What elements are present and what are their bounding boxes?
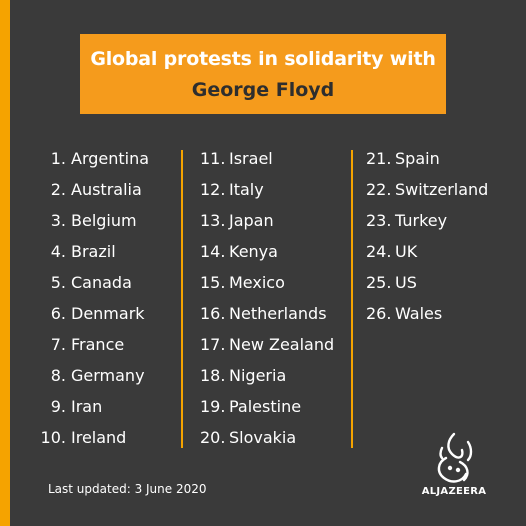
country-name: US xyxy=(395,273,417,292)
country-rank: 4. xyxy=(50,242,66,261)
country-list-item: 16. Netherlands xyxy=(200,302,334,333)
country-list-item: 6. Denmark xyxy=(38,302,149,333)
country-list-item: 11. Israel xyxy=(200,147,334,178)
country-rank: 24. xyxy=(366,242,392,261)
country-rank: 5. xyxy=(50,273,66,292)
country-name: Turkey xyxy=(395,211,448,230)
country-list-column-3: 21. Spain 22. Switzerland 23. Turkey 24. UK 25. U… xyxy=(366,147,488,333)
country-list-item: 25. US xyxy=(366,271,488,302)
al-jazeera-wordmark: ALJAZEERA xyxy=(421,486,487,497)
country-name: Italy xyxy=(229,180,264,199)
title-banner: Global protests in solidarity with Georg… xyxy=(80,34,446,114)
country-name: Brazil xyxy=(71,242,116,261)
country-list-item: 2. Australia xyxy=(38,178,149,209)
country-list-item: 4. Brazil xyxy=(38,240,149,271)
country-name: France xyxy=(71,335,125,354)
country-rank: 12. xyxy=(200,180,226,199)
country-list-column-1: 1. Argentina 2. Australia 3. Belgium 4. Brazil 5… xyxy=(38,147,150,457)
country-name: Nigeria xyxy=(229,366,287,385)
country-list-item: 22. Switzerland xyxy=(366,178,488,209)
country-name: Belgium xyxy=(71,211,137,230)
country-rank: 7. xyxy=(50,335,66,354)
country-name: UK xyxy=(395,242,418,261)
country-rank: 20. xyxy=(200,428,226,447)
country-list-column-2: 11. Israel 12. Italy 13. Japan 14. Kenya 15. Mexi… xyxy=(200,147,334,457)
country-rank: 6. xyxy=(50,304,66,323)
country-name: Mexico xyxy=(229,273,285,292)
country-rank: 3. xyxy=(50,211,66,230)
title-line-2: George Floyd xyxy=(191,79,335,101)
country-list-item: 1. Argentina xyxy=(38,147,149,178)
country-name: Wales xyxy=(395,304,443,323)
country-name: Canada xyxy=(71,273,132,292)
country-list-item: 15. Mexico xyxy=(200,271,334,302)
country-list-item: 17. New Zealand xyxy=(200,333,334,364)
country-name: Japan xyxy=(229,211,274,230)
country-name: Germany xyxy=(71,366,145,385)
country-list-item: 10. Ireland xyxy=(38,426,149,457)
country-list-item: 24. UK xyxy=(366,240,488,271)
country-rank: 9. xyxy=(50,397,66,416)
country-name: Iran xyxy=(71,397,103,416)
country-name: Palestine xyxy=(229,397,302,416)
country-rank: 25. xyxy=(366,273,392,292)
country-rank: 15. xyxy=(200,273,226,292)
country-list-item: 20. Slovakia xyxy=(200,426,334,457)
country-rank: 11. xyxy=(200,149,226,168)
country-rank: 26. xyxy=(366,304,392,323)
country-rank: 16. xyxy=(200,304,226,323)
country-list-item: 13. Japan xyxy=(200,209,334,240)
country-name: Netherlands xyxy=(229,304,327,323)
country-name: Israel xyxy=(229,149,273,168)
country-rank: 23. xyxy=(366,211,392,230)
country-rank: 8. xyxy=(50,366,66,385)
country-list-item: 9. Iran xyxy=(38,395,149,426)
left-accent-stripe xyxy=(0,0,10,526)
country-name: Australia xyxy=(71,180,142,199)
country-list-item: 8. Germany xyxy=(38,364,149,395)
country-list-item: 14. Kenya xyxy=(200,240,334,271)
country-name: Switzerland xyxy=(395,180,489,199)
country-list-item: 18. Nigeria xyxy=(200,364,334,395)
country-name: Argentina xyxy=(71,149,150,168)
column-divider xyxy=(351,150,353,448)
last-updated-note: Last updated: 3 June 2020 xyxy=(48,482,207,496)
country-rank: 18. xyxy=(200,366,226,385)
country-name: Slovakia xyxy=(229,428,297,447)
country-rank: 10. xyxy=(40,428,66,447)
column-divider xyxy=(181,150,183,448)
country-rank: 13. xyxy=(200,211,226,230)
country-list-item: 23. Turkey xyxy=(366,209,488,240)
country-name: Ireland xyxy=(71,428,127,447)
country-list-item: 12. Italy xyxy=(200,178,334,209)
country-rank: 21. xyxy=(366,149,392,168)
country-name: Denmark xyxy=(71,304,145,323)
country-name: Kenya xyxy=(229,242,278,261)
country-rank: 1. xyxy=(50,149,66,168)
country-rank: 22. xyxy=(366,180,392,199)
country-name: New Zealand xyxy=(229,335,335,354)
country-rank: 17. xyxy=(200,335,226,354)
country-list-item: 7. France xyxy=(38,333,149,364)
country-name: Spain xyxy=(395,149,440,168)
country-list-item: 26. Wales xyxy=(366,302,488,333)
title-line-1: Global protests in solidarity with xyxy=(90,48,436,70)
country-list-item: 19. Palestine xyxy=(200,395,334,426)
al-jazeera-logo-icon xyxy=(437,432,473,483)
country-rank: 19. xyxy=(200,397,226,416)
country-list-item: 21. Spain xyxy=(366,147,488,178)
country-list-item: 5. Canada xyxy=(38,271,149,302)
country-rank: 2. xyxy=(50,180,66,199)
country-rank: 14. xyxy=(200,242,226,261)
country-list-item: 3. Belgium xyxy=(38,209,149,240)
